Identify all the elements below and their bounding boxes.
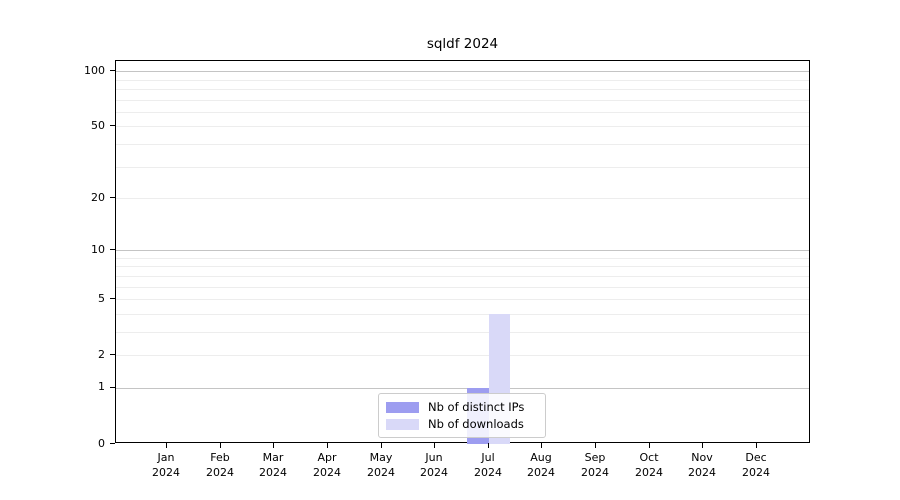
y-axis-tick [110,354,115,355]
minor-gridline [116,88,809,90]
minor-gridline [116,198,809,199]
year-label: 2024 [152,466,180,479]
year-label: 2024 [474,466,502,479]
y-axis-tick [110,249,115,250]
month-label: Jan [157,451,175,464]
x-axis-tick [541,443,542,448]
x-axis-tick [327,443,328,448]
x-axis-tick [273,443,274,448]
legend-label: Nb of downloads [428,416,524,431]
month-label: Apr [317,451,337,464]
x-axis-tick [488,443,489,448]
minor-gridline [116,166,809,168]
month-label: Jul [481,451,495,464]
x-axis-tick-label: Jun 2024 [402,450,466,480]
month-label: Sep [584,451,606,464]
y-axis-tick-label: 5 [98,292,105,305]
y-axis-tick [110,298,115,299]
month-label: Oct [639,451,659,464]
y-axis-tick-label: 20 [91,191,105,204]
x-axis-tick [702,443,703,448]
minor-gridline [116,275,809,277]
month-label: Nov [691,451,713,464]
decade-gridline [116,250,809,252]
month-label: Feb [210,451,230,464]
decade-gridline [116,387,809,389]
year-label: 2024 [420,466,448,479]
plot-area [115,60,810,444]
year-label: 2024 [688,466,716,479]
x-axis-tick-label: Dec 2024 [724,450,788,480]
x-axis-tick-label: Sep 2024 [563,450,627,480]
legend-item: Nb of distinct IPs [386,399,538,414]
year-label: 2024 [206,466,234,479]
x-axis-tick-label: Aug 2024 [509,450,573,480]
y-axis-tick-label: 2 [98,348,105,361]
x-axis-tick-label: Nov 2024 [670,450,734,480]
minor-gridline [116,126,809,128]
legend-item: Nb of downloads [386,416,538,431]
x-axis-tick-label: Feb 2024 [188,450,252,480]
minor-gridline [116,331,809,333]
x-axis-tick [756,443,757,448]
minor-gridline [116,79,809,81]
x-axis-tick-label: Mar 2024 [241,450,305,480]
month-label: Aug [530,451,552,464]
y-axis-tick [110,443,115,444]
legend-swatch [386,401,419,413]
minor-gridline [116,99,809,101]
y-axis-tick-label: 1 [98,380,105,393]
year-label: 2024 [367,466,395,479]
x-axis-tick [381,443,382,448]
month-label: Mar [262,451,284,464]
minor-gridline [116,313,809,315]
y-axis-tick [110,125,115,126]
decade-gridline [116,71,809,73]
legend-label: Nb of distinct IPs [428,399,525,414]
minor-gridline [116,111,809,113]
x-axis-tick-label: Apr 2024 [295,450,359,480]
minor-gridline [116,286,809,288]
x-axis-tick [166,443,167,448]
year-label: 2024 [313,466,341,479]
year-label: 2024 [581,466,609,479]
minor-gridline [116,266,809,268]
year-label: 2024 [259,466,287,479]
month-label: Jun [425,451,443,464]
minor-gridline [116,143,809,145]
y-axis-tick-label: 10 [91,243,105,256]
month-label: Dec [745,451,767,464]
minor-gridline [116,355,809,357]
x-axis-tick [220,443,221,448]
minor-gridline [116,257,809,259]
y-axis-tick-label: 0 [98,437,105,450]
x-axis-tick [649,443,650,448]
legend-swatch [386,418,419,430]
y-axis-tick [110,70,115,71]
x-axis-tick-label: Jan 2024 [134,450,198,480]
y-axis-tick-label: 100 [84,64,105,77]
year-label: 2024 [635,466,663,479]
x-axis-tick-label: May 2024 [349,450,413,480]
year-label: 2024 [527,466,555,479]
minor-gridline [116,299,809,301]
y-axis-tick [110,197,115,198]
chart-title: sqldf 2024 [426,36,499,52]
x-axis-tick [434,443,435,448]
month-label: May [369,451,393,464]
y-axis-tick-label: 50 [91,119,105,132]
legend: Nb of distinct IPs Nb of downloads [378,393,546,438]
x-axis-tick [595,443,596,448]
y-axis-tick [110,387,115,388]
x-axis-tick-label: Jul 2024 [456,450,520,480]
year-label: 2024 [742,466,770,479]
x-axis-tick-label: Oct 2024 [617,450,681,480]
